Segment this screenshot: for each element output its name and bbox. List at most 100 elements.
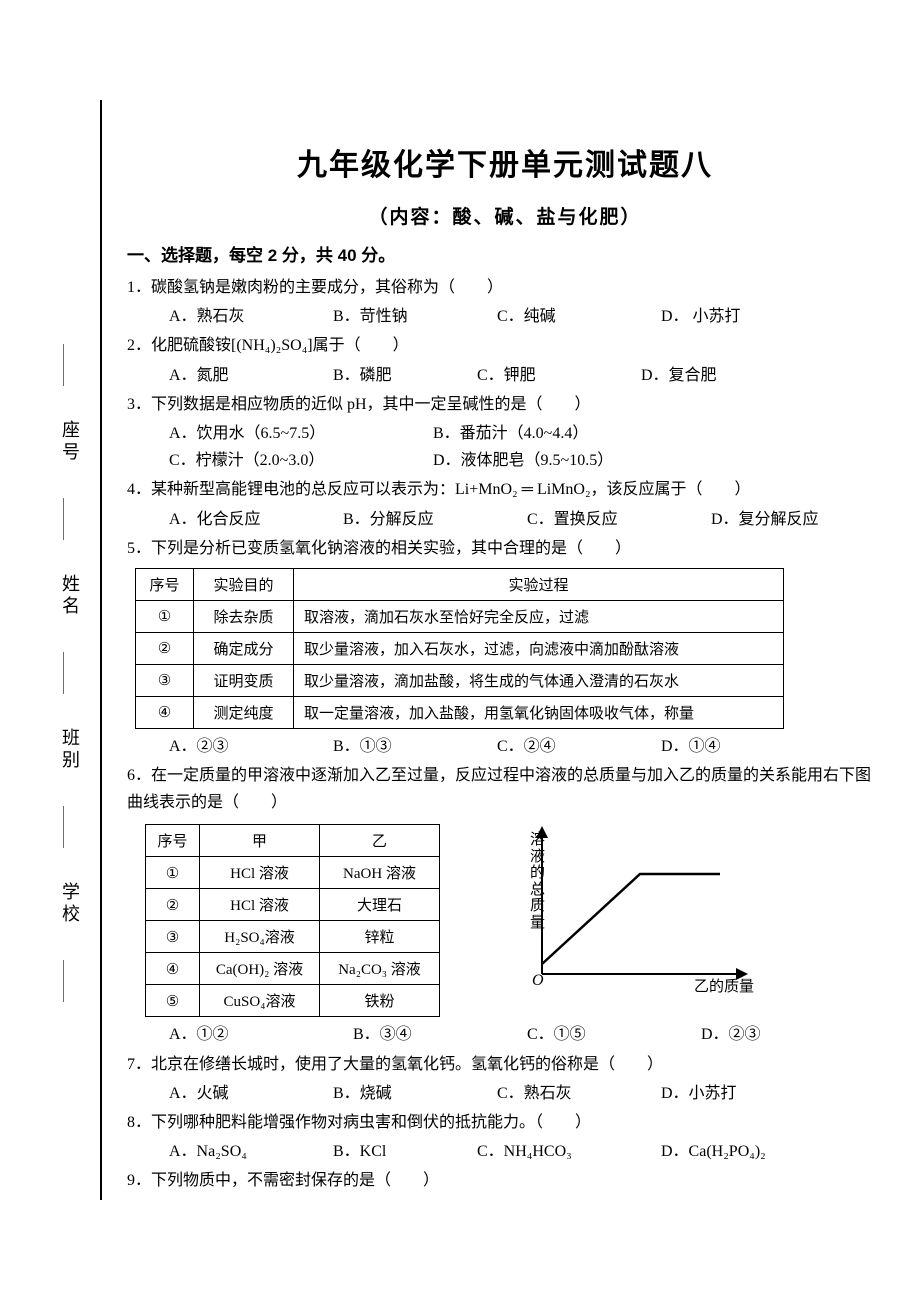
opt-b: B．番茄汁（4.0~4.4） xyxy=(433,420,588,447)
side-underline: ＿＿＿ xyxy=(60,946,80,1016)
t6-h3: 乙 xyxy=(320,825,440,857)
t5-r4b: 测定纯度 xyxy=(194,696,294,728)
t5-r2c: 取少量溶液，加入石灰水，过滤，向滤液中滴加酚酞溶液 xyxy=(294,632,784,664)
t5-r3a: ③ xyxy=(136,664,194,696)
opt-a: A．饮用水（6.5~7.5） xyxy=(169,420,429,447)
side-label-class: 班别 xyxy=(57,728,83,772)
t6-r4b: Ca(OH)₂ 溶液 xyxy=(200,953,320,985)
question-8: 8．下列哪种肥料能增强作物对病虫害和倒伏的抵抗能力。（ ） xyxy=(127,1109,895,1136)
question-1-options: A．熟石灰 B．苛性钠 C．纯碱 D． 小苏打 xyxy=(169,303,895,330)
opt-d: D．②③ xyxy=(701,1021,761,1048)
opt-b: B．①③ xyxy=(333,733,493,760)
side-label-school: 学校 xyxy=(57,882,83,926)
t6-r2b: HCl 溶液 xyxy=(200,889,320,921)
opt-b: B．磷肥 xyxy=(333,362,473,389)
side-label-seat: 座号 xyxy=(57,420,83,464)
opt-d: D．①④ xyxy=(661,733,721,760)
opt-c: C．柠檬汁（2.0~3.0） xyxy=(169,447,429,474)
opt-a: A．①② xyxy=(169,1021,349,1048)
t6-r1c: NaOH 溶液 xyxy=(320,857,440,889)
opt-c: C．NH₄HCO₃ xyxy=(477,1138,657,1165)
t5-r1c: 取溶液，滴加石灰水至恰好完全反应，过滤 xyxy=(294,600,784,632)
opt-b: B．KCl xyxy=(333,1138,473,1165)
question-1: 1．碳酸氢钠是嫩肉粉的主要成分，其俗称为（ ） xyxy=(127,274,895,301)
t6-r4a: ④ xyxy=(146,953,200,985)
exam-subtitle: （内容：酸、碱、盐与化肥） xyxy=(115,202,895,229)
chart-origin: O xyxy=(532,972,544,990)
t5-r3c: 取少量溶液，滴加盐酸，将生成的气体通入澄清的石灰水 xyxy=(294,664,784,696)
t6-r4c: Na₂CO₃ 溶液 xyxy=(320,953,440,985)
side-underline: ＿＿＿ xyxy=(60,330,80,400)
question-5-options: A．②③ B．①③ C．②④ D．①④ xyxy=(169,733,895,760)
side-label-column: ＿＿＿ 座号 ＿＿＿ 姓名 ＿＿＿ 班别 ＿＿＿ 学校 ＿＿＿ xyxy=(50,330,90,1016)
side-underline: ＿＿＿ xyxy=(60,484,80,554)
opt-a: A．化合反应 xyxy=(169,506,339,533)
t6-r5b: CuSO₄溶液 xyxy=(200,985,320,1017)
question-6-options: A．①② B．③④ C．①⑤ D．②③ xyxy=(169,1021,895,1048)
question-3-options: A．饮用水（6.5~7.5） B．番茄汁（4.0~4.4） C．柠檬汁（2.0~… xyxy=(169,420,895,474)
question-5: 5．下列是分析已变质氢氧化钠溶液的相关实验，其中合理的是（ ） xyxy=(127,535,895,562)
t5-h3: 实验过程 xyxy=(294,568,784,600)
t5-r3b: 证明变质 xyxy=(194,664,294,696)
question-6-table: 序号 甲 乙 ① HCl 溶液 NaOH 溶液 ② HCl 溶液 大理石 ③ H… xyxy=(145,824,440,1017)
opt-a: A．熟石灰 xyxy=(169,303,329,330)
side-label-name: 姓名 xyxy=(57,574,83,618)
opt-a: A．Na₂SO₄ xyxy=(169,1138,329,1165)
binding-line xyxy=(100,100,102,1200)
t5-r2a: ② xyxy=(136,632,194,664)
opt-a: A．氮肥 xyxy=(169,362,329,389)
question-8-options: A．Na₂SO₄ B．KCl C．NH₄HCO₃ D．Ca(H₂PO₄)₂ xyxy=(169,1138,895,1165)
opt-d: D． 小苏打 xyxy=(661,303,741,330)
section-1-heading: 一、选择题，每空 2 分，共 40 分。 xyxy=(127,241,895,266)
t6-r3b: H₂SO₄溶液 xyxy=(200,921,320,953)
t5-h2: 实验目的 xyxy=(194,568,294,600)
question-7: 7．北京在修缮长城时，使用了大量的氢氧化钙。氢氧化钙的俗称是（ ） xyxy=(127,1051,895,1078)
exam-title: 九年级化学下册单元测试题八 xyxy=(115,140,895,184)
t5-h1: 序号 xyxy=(136,568,194,600)
t5-r1a: ① xyxy=(136,600,194,632)
opt-a: A．火碱 xyxy=(169,1080,329,1107)
page-content: 九年级化学下册单元测试题八 （内容：酸、碱、盐与化肥） 一、选择题，每空 2 分… xyxy=(115,0,895,1197)
opt-d: D．复合肥 xyxy=(641,362,717,389)
question-2: 2．化肥硫酸铵[(NH₄)₂SO₄]属于（ ） xyxy=(127,332,895,359)
question-6-row: 序号 甲 乙 ① HCl 溶液 NaOH 溶液 ② HCl 溶液 大理石 ③ H… xyxy=(145,824,895,1017)
side-underline: ＿＿＿ xyxy=(60,792,80,862)
question-4-options: A．化合反应 B．分解反应 C．置换反应 D．复分解反应 xyxy=(169,506,895,533)
opt-b: B．烧碱 xyxy=(333,1080,493,1107)
question-6: 6．在一定质量的甲溶液中逐渐加入乙至过量，反应过程中溶液的总质量与加入乙的质量的… xyxy=(127,762,895,816)
question-9: 9．下列物质中，不需密封保存的是（ ） xyxy=(127,1167,895,1194)
opt-b: B．③④ xyxy=(353,1021,523,1048)
question-4: 4．某种新型高能锂电池的总反应可以表示为：Li+MnO₂ ═ LiMnO₂，该反… xyxy=(127,476,895,503)
t6-r5a: ⑤ xyxy=(146,985,200,1017)
t6-r5c: 铁粉 xyxy=(320,985,440,1017)
opt-c: C．②④ xyxy=(497,733,657,760)
side-underline: ＿＿＿ xyxy=(60,638,80,708)
t6-r3a: ③ xyxy=(146,921,200,953)
question-6-chart: 溶液的总质量 乙的质量 O xyxy=(480,824,760,1014)
opt-b: B．分解反应 xyxy=(343,506,523,533)
opt-d: D．Ca(H₂PO₄)₂ xyxy=(661,1138,766,1165)
opt-d: D．液体肥皂（9.5~10.5） xyxy=(433,447,613,474)
chart-xlabel: 乙的质量 xyxy=(694,975,754,996)
t6-h1: 序号 xyxy=(146,825,200,857)
question-2-options: A．氮肥 B．磷肥 C．钾肥 D．复合肥 xyxy=(169,362,895,389)
t6-r3c: 锌粒 xyxy=(320,921,440,953)
opt-c: C．钾肥 xyxy=(477,362,637,389)
question-7-options: A．火碱 B．烧碱 C．熟石灰 D．小苏打 xyxy=(169,1080,895,1107)
t6-h2: 甲 xyxy=(200,825,320,857)
t6-r1b: HCl 溶液 xyxy=(200,857,320,889)
opt-d: D．小苏打 xyxy=(661,1080,737,1107)
opt-a: A．②③ xyxy=(169,733,329,760)
t5-r2b: 确定成分 xyxy=(194,632,294,664)
t5-r4c: 取一定量溶液，加入盐酸，用氢氧化钠固体吸收气体，称量 xyxy=(294,696,784,728)
opt-c: C．①⑤ xyxy=(527,1021,697,1048)
opt-d: D．复分解反应 xyxy=(711,506,819,533)
t6-r2c: 大理石 xyxy=(320,889,440,921)
t5-r1b: 除去杂质 xyxy=(194,600,294,632)
opt-c: C．置换反应 xyxy=(527,506,707,533)
opt-c: C．熟石灰 xyxy=(497,1080,657,1107)
opt-b: B．苛性钠 xyxy=(333,303,493,330)
question-3: 3．下列数据是相应物质的近似 pH，其中一定呈碱性的是（ ） xyxy=(127,391,895,418)
opt-c: C．纯碱 xyxy=(497,303,657,330)
t6-r2a: ② xyxy=(146,889,200,921)
